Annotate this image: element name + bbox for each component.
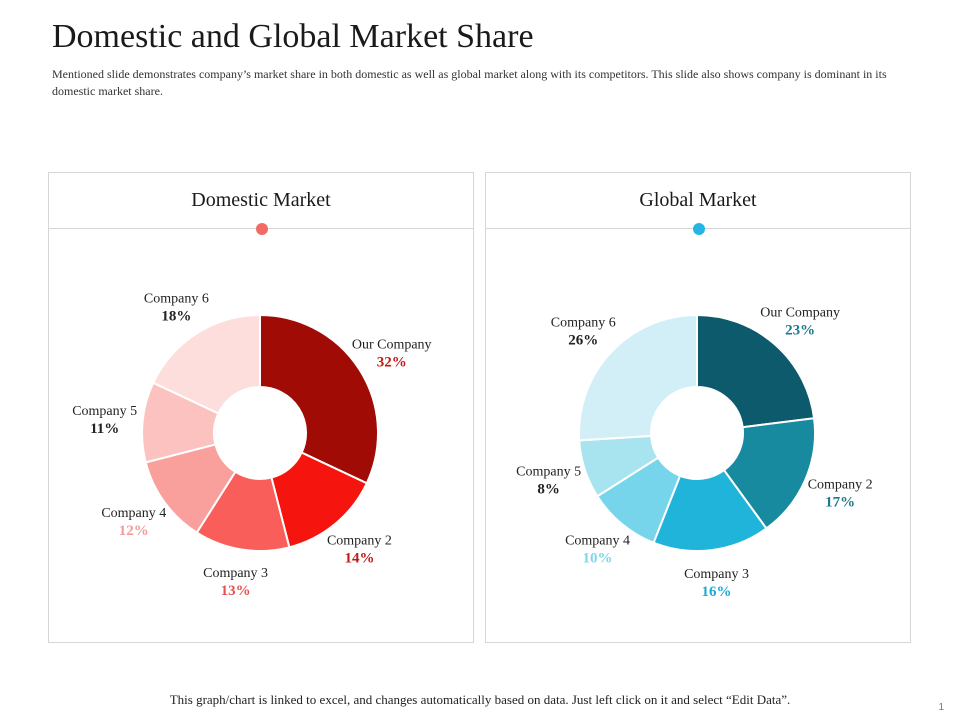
footer-note: This graph/chart is linked to excel, and…	[169, 692, 791, 707]
global-market-panel: Global Market Our Company 23% Company 2 17%…	[485, 172, 911, 643]
domestic-label-our-company: Our Company	[352, 338, 432, 353]
domestic-value-company-6: 18%	[161, 308, 191, 324]
global-label-company-2: Company 2	[808, 478, 873, 493]
global-slice-our-company[interactable]	[696, 313, 816, 429]
domestic-donut-chart[interactable]: Our Company 32% Company 2 14% Company 3 13% Co…	[49, 173, 475, 644]
global-label-company-5: Company 5	[516, 464, 581, 479]
page-subtitle: Mentioned slide demonstrates company’s m…	[52, 67, 887, 98]
global-label-company-3: Company 3	[684, 567, 749, 582]
global-value-our-company: 23%	[785, 322, 815, 338]
global-label-company-6: Company 6	[551, 315, 616, 330]
domestic-value-our-company: 32%	[377, 355, 407, 371]
global-label-company-4: Company 4	[565, 534, 630, 549]
domestic-label-company-3: Company 3	[203, 566, 268, 581]
domestic-label-company-4: Company 4	[101, 506, 166, 521]
domestic-label-company-2: Company 2	[327, 534, 392, 549]
domestic-label-company-5: Company 5	[72, 404, 137, 419]
global-value-company-6: 26%	[568, 332, 598, 348]
domestic-chart-title: Domestic Market	[191, 189, 331, 211]
global-value-company-4: 10%	[583, 551, 613, 567]
domestic-label-company-6: Company 6	[144, 291, 209, 306]
global-slice-company-6[interactable]	[578, 313, 698, 442]
page-number: 1	[938, 702, 944, 713]
global-value-company-5: 8%	[537, 481, 560, 497]
global-accent-dot	[693, 223, 705, 235]
domestic-value-company-2: 14%	[344, 551, 374, 567]
domestic-value-company-4: 12%	[119, 523, 149, 539]
global-label-our-company: Our Company	[760, 305, 840, 320]
global-value-company-2: 17%	[825, 495, 855, 511]
domestic-slice-our-company[interactable]	[259, 313, 379, 485]
global-chart-title: Global Market	[639, 189, 757, 211]
page-title: Domestic and Global Market Share	[52, 18, 534, 55]
domestic-slice-company-6[interactable]	[151, 313, 261, 415]
domestic-value-company-5: 11%	[90, 421, 119, 437]
global-value-company-3: 16%	[702, 584, 732, 600]
global-slice-company-3[interactable]	[652, 468, 768, 552]
domestic-value-company-3: 13%	[221, 583, 251, 599]
global-donut-chart[interactable]: Our Company 23% Company 2 17% Company 3 16% Co…	[486, 173, 912, 644]
domestic-accent-dot	[256, 223, 268, 235]
domestic-market-panel: Domestic Market Our Company 32% Company 2 1…	[48, 172, 474, 643]
